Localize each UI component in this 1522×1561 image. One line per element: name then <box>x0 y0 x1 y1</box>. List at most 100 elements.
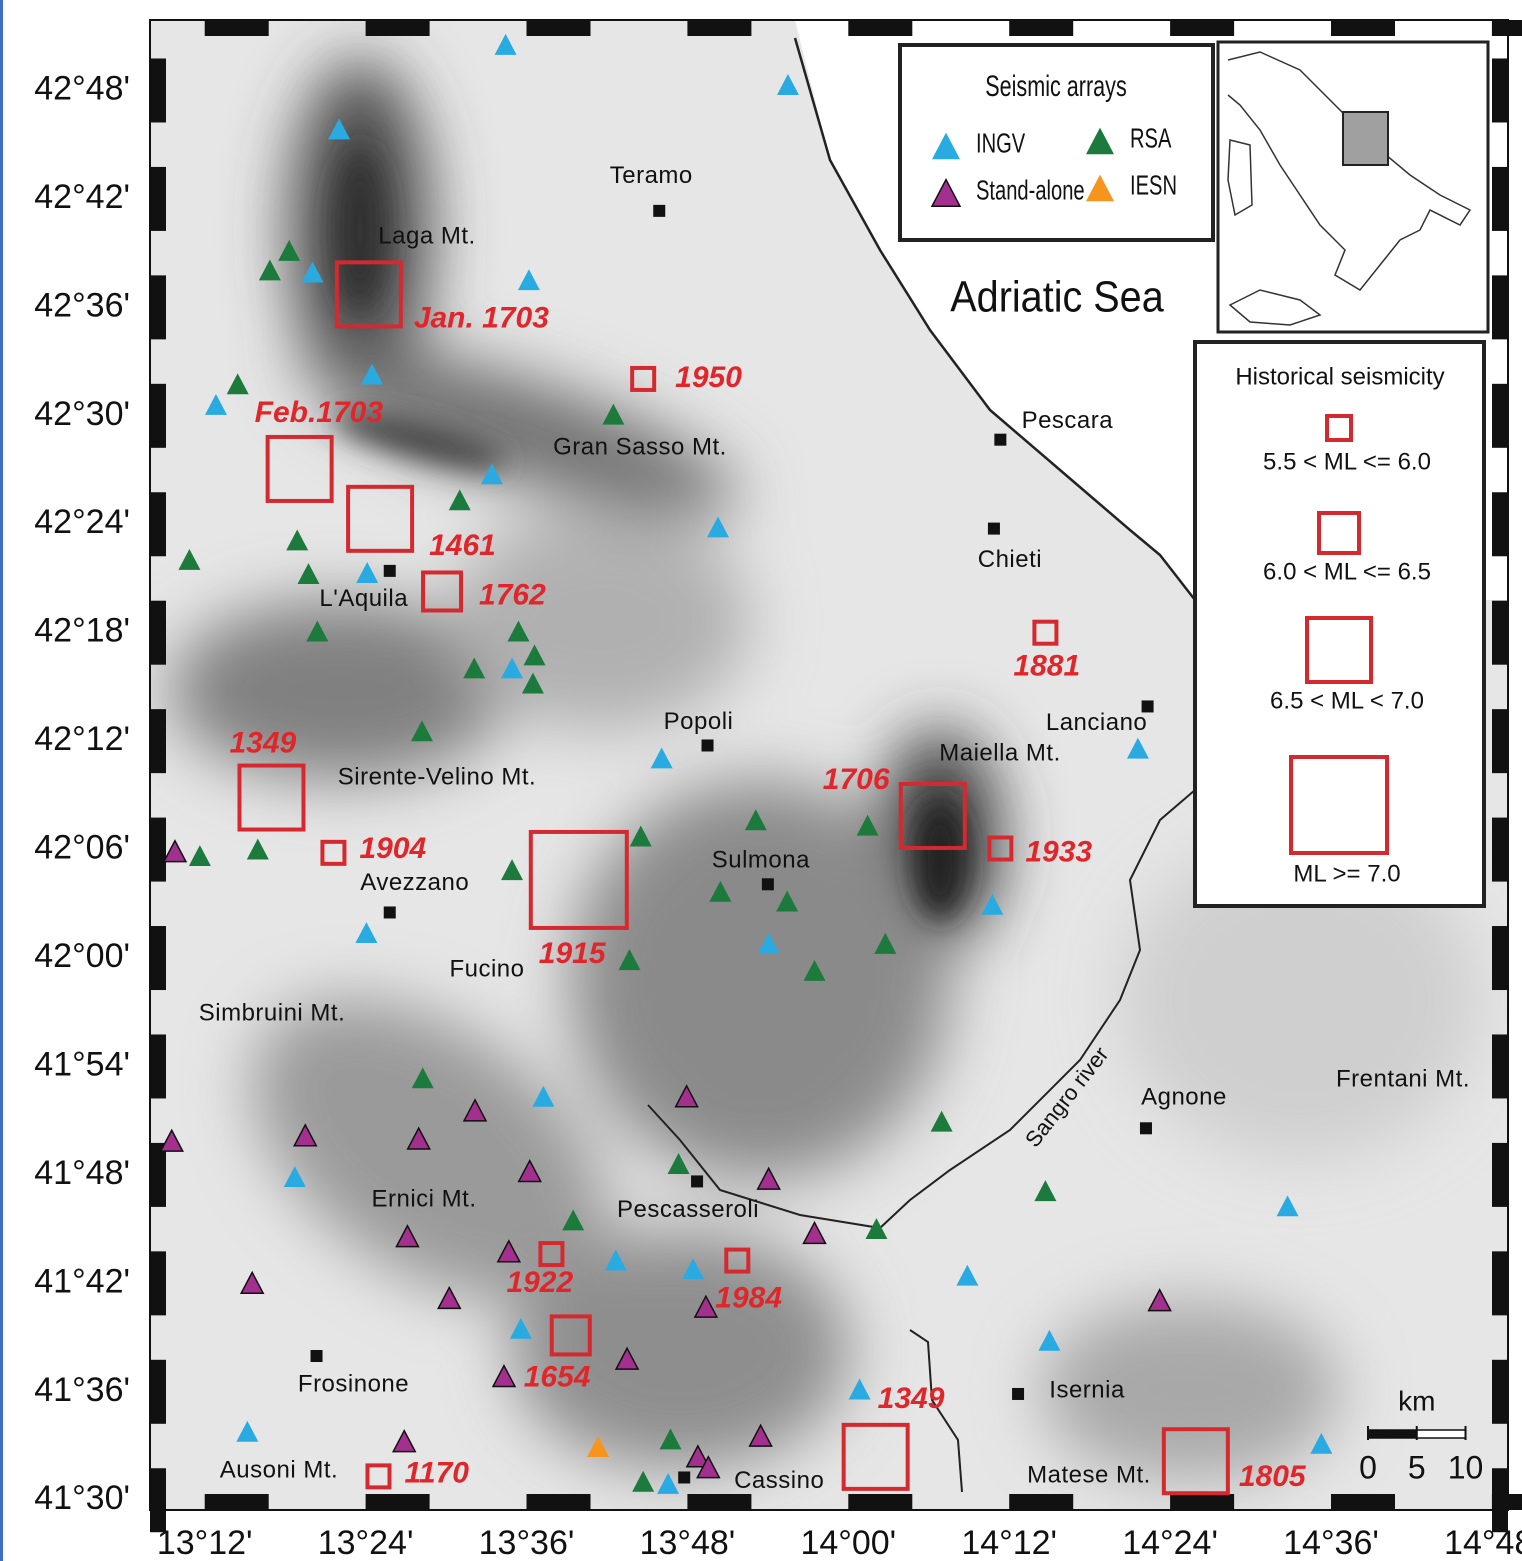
x-tick-label: 13°12' <box>157 1524 253 1561</box>
earthquake-label: 1922 <box>506 1266 573 1299</box>
feature-label: Ausoni Mt. <box>220 1456 338 1483</box>
feature-label: Maiella Mt. <box>939 739 1061 766</box>
y-tick-mark <box>1492 1468 1508 1532</box>
scale-label: 10 <box>1448 1449 1484 1485</box>
town-marker <box>311 1350 323 1362</box>
x-tick-label: 14°24' <box>1122 1524 1218 1561</box>
page: {"map": { "xlim": [13.132, 14.82], "ylim… <box>0 0 1522 1561</box>
x-tick-label: 13°24' <box>318 1524 414 1561</box>
x-tick-mark <box>687 20 751 36</box>
earthquake-label: 1950 <box>675 361 742 394</box>
y-tick-mark <box>150 926 166 990</box>
town-marker <box>988 523 1000 535</box>
y-tick-label: 41°30' <box>34 1479 130 1517</box>
y-tick-mark <box>150 1251 166 1315</box>
town-marker <box>994 434 1006 446</box>
x-tick-mark <box>1170 1494 1234 1510</box>
town-label: Cassino <box>734 1467 824 1494</box>
x-tick-mark <box>1009 1494 1073 1510</box>
seismicity-legend-box <box>1195 342 1484 906</box>
x-tick-label: 13°48' <box>640 1524 736 1561</box>
x-tick-mark <box>205 1494 269 1510</box>
y-tick-mark <box>150 384 166 448</box>
earthquake-label: 1349 <box>878 1382 945 1415</box>
y-tick-mark <box>150 601 166 665</box>
x-tick-label: 14°36' <box>1283 1524 1379 1561</box>
town-label: Lanciano <box>1046 709 1147 736</box>
y-tick-mark <box>1492 1143 1508 1207</box>
y-tick-mark <box>1492 926 1508 990</box>
feature-label: Simbruini Mt. <box>199 999 346 1026</box>
earthquake-label: 1349 <box>229 726 296 759</box>
y-tick-mark <box>150 167 166 231</box>
y-tick-mark <box>1492 601 1508 665</box>
x-tick-mark <box>687 1494 751 1510</box>
x-tick-mark <box>1009 20 1073 36</box>
scale-unit: km <box>1398 1385 1435 1416</box>
sea-label: Adriatic Sea <box>950 272 1164 321</box>
inset-area <box>1343 112 1388 165</box>
y-tick-label: 42°18' <box>34 612 130 650</box>
town-label: Frosinone <box>298 1370 409 1397</box>
y-tick-mark <box>1492 1360 1508 1424</box>
x-tick-mark <box>1492 20 1522 36</box>
y-tick-label: 42°48' <box>34 69 130 107</box>
inset-box <box>1218 42 1488 332</box>
legend-label: 5.5 < ML <= 6.0 <box>1263 448 1431 475</box>
town-marker <box>678 1471 690 1483</box>
y-tick-mark <box>1492 384 1508 448</box>
y-tick-label: 42°30' <box>34 395 130 433</box>
y-tick-label: 42°12' <box>34 720 130 758</box>
town-label: Pescara <box>1022 407 1114 434</box>
y-tick-mark <box>150 1034 166 1098</box>
y-tick-mark <box>150 58 166 122</box>
legend-label: IESN <box>1130 170 1177 201</box>
y-tick-label: 41°54' <box>34 1045 130 1083</box>
y-tick-mark <box>150 492 166 556</box>
y-tick-mark <box>1492 167 1508 231</box>
x-tick-mark <box>527 1494 591 1510</box>
y-tick-label: 42°06' <box>34 829 130 867</box>
y-tick-label: 42°00' <box>34 937 130 975</box>
earthquake-label: Jan. 1703 <box>414 301 549 334</box>
y-tick-label: 41°36' <box>34 1371 130 1409</box>
y-tick-mark <box>1492 1251 1508 1315</box>
feature-label: Gran Sasso Mt. <box>553 433 727 460</box>
feature-label: Frentani Mt. <box>1336 1065 1470 1092</box>
earthquake-label: 1654 <box>524 1360 591 1393</box>
y-tick-label: 41°42' <box>34 1262 130 1300</box>
town-marker <box>1012 1388 1024 1400</box>
scale-segment <box>1417 1430 1466 1438</box>
town-label: Avezzano <box>360 869 469 896</box>
town-marker <box>702 739 714 751</box>
x-tick-mark <box>848 1494 912 1510</box>
town-label: Agnone <box>1141 1084 1227 1111</box>
earthquake-label: 1933 <box>1025 835 1092 868</box>
earthquake-label: 1762 <box>479 578 546 611</box>
town-marker <box>691 1175 703 1187</box>
screen-edge <box>0 0 3 1561</box>
town-label: Isernia <box>1049 1376 1125 1403</box>
feature-label: Matese Mt. <box>1027 1461 1151 1488</box>
x-tick-mark <box>366 20 430 36</box>
town-label: Popoli <box>664 708 734 735</box>
feature-label: Fucino <box>449 955 524 982</box>
legend-label: INGV <box>976 128 1026 159</box>
y-tick-label: 42°42' <box>34 178 130 216</box>
y-tick-mark <box>1492 818 1508 882</box>
x-tick-label: 14°00' <box>800 1524 896 1561</box>
x-tick-mark <box>527 20 591 36</box>
x-tick-mark <box>1170 20 1234 36</box>
y-tick-mark <box>150 709 166 773</box>
town-label: Teramo <box>610 162 693 189</box>
earthquake-label: 1915 <box>539 937 607 970</box>
town-marker <box>384 906 396 918</box>
town-marker <box>1140 1122 1152 1134</box>
y-tick-label: 41°48' <box>34 1154 130 1192</box>
town-marker <box>653 205 665 217</box>
earthquake-label: 1904 <box>359 832 426 865</box>
earthquake-label: 1984 <box>715 1282 782 1315</box>
earthquake-label: Feb.1703 <box>255 396 384 429</box>
y-tick-mark <box>150 1143 166 1207</box>
y-tick-label: 42°36' <box>34 286 130 324</box>
